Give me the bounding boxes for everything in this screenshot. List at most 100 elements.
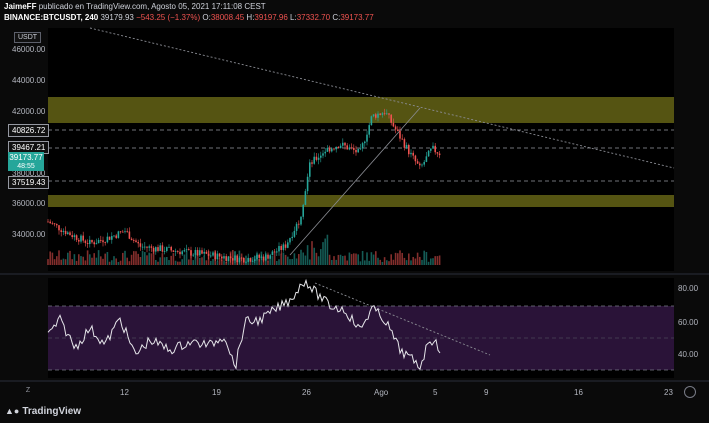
descending-trendline[interactable] (89, 27, 675, 169)
volume-bar (111, 260, 113, 265)
candle-body (425, 156, 428, 162)
candle-body (273, 251, 276, 253)
current-price-value: 39173.77 (9, 153, 43, 162)
price-tick-46000: 46000.00 (12, 45, 46, 54)
volume-bar (333, 256, 335, 265)
volume-bar (348, 252, 351, 265)
volume-bar (271, 256, 274, 265)
candle-body (350, 147, 353, 149)
ascending-trendline[interactable] (289, 107, 421, 256)
candle-body (326, 147, 329, 152)
volume-bar (106, 252, 109, 265)
candle-body (179, 251, 181, 255)
candle-body (322, 153, 324, 156)
currency-label[interactable]: USDT (14, 32, 42, 43)
candle-body (60, 230, 62, 232)
candle-body (324, 151, 326, 154)
candle-body (306, 176, 309, 192)
price-chart-canvas[interactable] (0, 0, 709, 400)
candle-body (438, 153, 441, 156)
open-value: 38008.45 (210, 13, 245, 22)
candle-body (287, 242, 289, 248)
candle-body (317, 157, 320, 160)
symbol-label[interactable]: BINANCE:BTCUSDT, 240 (4, 13, 99, 22)
volume-bar (361, 250, 364, 265)
volume-bar (71, 259, 73, 265)
brand-label: TradingView (22, 406, 82, 417)
candle-body (128, 231, 131, 239)
tradingview-logo[interactable]: ▲● TradingView (5, 406, 81, 417)
candle-body (359, 148, 362, 150)
support-zone[interactable] (48, 195, 674, 207)
settings-gear-icon[interactable] (684, 386, 696, 398)
volume-bar (273, 252, 276, 265)
volume-bar (174, 260, 177, 265)
candle-body (227, 256, 230, 261)
candle-body (361, 143, 364, 149)
rsi-tick-60: 60.00 (678, 318, 699, 327)
volume-bar (172, 253, 175, 265)
candle-body (139, 243, 142, 247)
candle-body (397, 129, 399, 131)
price-tick-44000: 44000.00 (12, 76, 46, 85)
time-tick-23: 23 (664, 388, 673, 397)
volume-bar (170, 255, 172, 265)
candle-body (377, 113, 379, 118)
candle-body (108, 236, 111, 240)
author-name[interactable]: JaimeFF (4, 2, 37, 11)
volume-bar (320, 249, 322, 265)
candle-body (401, 138, 403, 140)
high-label: H: (246, 13, 255, 22)
volume-bar (315, 252, 318, 265)
volume-bar (152, 250, 155, 265)
volume-bar (401, 252, 403, 265)
candle-body (218, 253, 221, 257)
timezone-button[interactable]: Z (25, 387, 31, 394)
main-pane (48, 28, 674, 271)
candle-body (331, 148, 333, 152)
legend-line: BINANCE:BTCUSDT, 240 39179.93 −543.25 (−… (4, 13, 374, 22)
volume-bar (168, 260, 170, 265)
volume-bar (137, 253, 139, 265)
volume-bar (355, 253, 357, 265)
time-tick-26: 26 (302, 388, 311, 397)
candle-body (388, 113, 390, 115)
candle-body (432, 145, 434, 149)
price-change: −543.25 (−1.37%) (136, 13, 201, 22)
candle-body (82, 235, 84, 241)
volume-bar (434, 256, 436, 265)
candle-body (419, 163, 421, 166)
volume-bar (383, 257, 386, 265)
candle-body (295, 223, 298, 231)
candle-body (161, 245, 164, 252)
volume-bar (309, 259, 311, 265)
resistance-zone[interactable] (48, 97, 674, 123)
volume-bar (324, 238, 326, 265)
volume-bar (69, 250, 71, 265)
publish-line: JaimeFF publicado en TradingView.com, Ag… (4, 2, 266, 11)
volume-bar (196, 253, 199, 265)
candle-body (416, 161, 419, 164)
volume-bar (113, 256, 115, 265)
candle-body (64, 230, 67, 235)
candle-body (298, 223, 300, 225)
candle-body (194, 250, 197, 255)
volume-bar (416, 252, 419, 265)
volume-bar (394, 252, 397, 265)
volume-bar (64, 259, 67, 265)
volume-bar (293, 253, 296, 265)
volume-bar (201, 257, 203, 265)
candle-body (199, 250, 201, 256)
candle-body (190, 250, 192, 256)
level-label-1[interactable]: 40826.72 (8, 124, 50, 137)
level-label-3[interactable]: 37519.43 (8, 176, 50, 189)
candle-body (355, 149, 357, 153)
candle-body (80, 235, 82, 242)
rsi-trendline[interactable] (314, 282, 491, 356)
price-tick-38000: 38000.00 (12, 169, 46, 178)
candle-body (201, 250, 203, 254)
candle-body (203, 251, 205, 254)
time-tick-9: 9 (484, 388, 489, 397)
candle-body (216, 253, 219, 260)
volume-bar (199, 257, 201, 265)
